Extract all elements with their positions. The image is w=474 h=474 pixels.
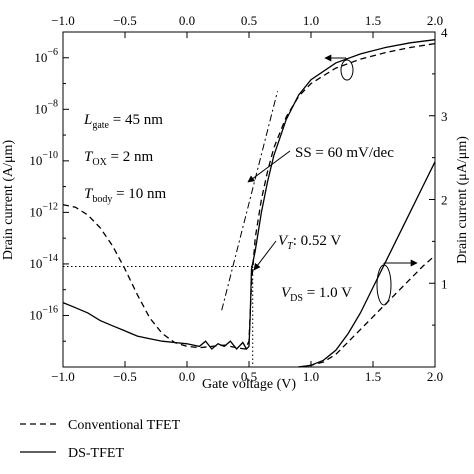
y-left-tick-label: 10−6 — [34, 47, 58, 65]
y-left-tick-label: 10−12 — [29, 201, 58, 219]
x-top-tick-label: 2.0 — [427, 13, 443, 28]
x-tick-label: 1.0 — [303, 369, 319, 384]
y-right-tick-label: 3 — [441, 109, 448, 124]
series-ds-log-curve — [62, 39, 436, 351]
series-conventional-linear-curve — [298, 255, 436, 368]
log-curve-group-ellipse — [340, 59, 354, 81]
y-left-tick-label: 10−14 — [29, 253, 58, 271]
annotation-oxide-thickness: TOX = 2 nm — [84, 149, 154, 168]
y-left-tick-label: 10−16 — [29, 304, 58, 322]
x-tick-label: 1.5 — [365, 369, 381, 384]
x-top-tick-label: −1.0 — [51, 13, 75, 28]
y-left-tick-label: 10−8 — [34, 98, 58, 116]
x-top-tick-label: 1.5 — [365, 13, 381, 28]
annotation-body-thickness: Tbody = 10 nm — [84, 186, 167, 205]
annotation-subthreshold-swing: SS = 60 mV/dec — [295, 145, 394, 161]
y-axis-left: 10−16 10−14 10−12 10−10 10−8 10−6 — [29, 31, 69, 368]
series-group — [62, 39, 436, 368]
annotation-threshold-voltage: VT: 0.52 V — [278, 233, 341, 252]
y-right-tick-label: 1 — [441, 276, 448, 291]
y-axis-right-label: Drain current (μA/μm) — [455, 136, 470, 264]
x-tick-label: 2.0 — [427, 369, 443, 384]
series-conventional-log-curve — [62, 42, 436, 350]
series-ds-linear-curve — [298, 161, 436, 368]
x-top-tick-label: 0.0 — [179, 13, 195, 28]
x-axis-bottom: −1.0 −0.5 0.0 0.5 1.0 1.5 2.0 — [51, 361, 443, 384]
x-tick-label: −1.0 — [51, 369, 75, 384]
x-top-tick-label: 0.5 — [241, 13, 257, 28]
x-top-tick-label: −0.5 — [113, 13, 137, 28]
x-top-tick-label: 1.0 — [303, 13, 319, 28]
y-left-tick-label: 10−10 — [29, 150, 58, 168]
reference-lines — [63, 91, 279, 367]
legend: Conventional TFET DS-TFET — [20, 418, 181, 461]
legend-label-ds: DS-TFET — [68, 446, 124, 461]
annotation-drain-voltage: VDS = 1.0 V — [281, 285, 352, 304]
x-axis-top: −1.0 −0.5 0.0 0.5 1.0 1.5 2.0 — [51, 13, 443, 38]
subthreshold-swing-reference-line — [221, 91, 279, 311]
linear-curve-group-ellipse — [376, 264, 392, 306]
threshold-voltage-arrow — [253, 240, 277, 271]
y-axis-right: 1 2 3 4 — [429, 25, 448, 326]
x-tick-label: −0.5 — [113, 369, 137, 384]
x-tick-label: 0.5 — [241, 369, 257, 384]
y-right-tick-label: 4 — [441, 25, 448, 40]
x-tick-label: 0.0 — [179, 369, 195, 384]
subthreshold-swing-arrow — [247, 150, 291, 183]
annotation-gate-length: Lgate = 45 nm — [83, 112, 163, 131]
x-axis-label: Gate voltage (V) — [202, 377, 296, 392]
y-axis-left-label: Drain current (A/μm) — [1, 140, 16, 261]
legend-label-conventional: Conventional TFET — [68, 418, 181, 433]
y-right-tick-label: 2 — [441, 193, 448, 208]
